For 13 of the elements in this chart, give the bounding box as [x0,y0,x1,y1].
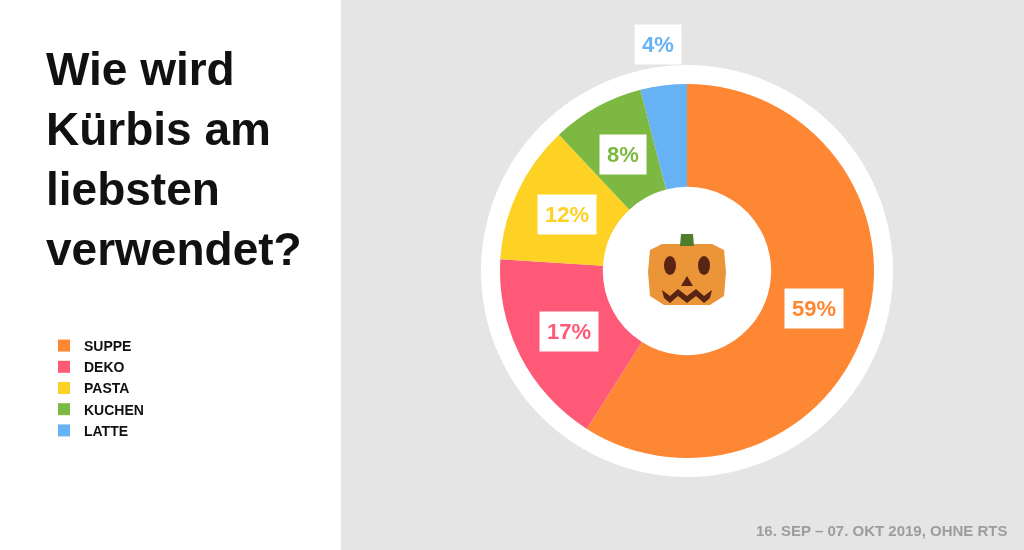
legend-label: LATTE [84,422,129,439]
data-label: 8% [607,142,639,167]
legend-label: SUPPE [84,338,132,355]
text: Wie wird Kürbis am liebsten verwendet? [46,43,302,275]
donut-slice [640,84,687,190]
data-label: 17% [547,319,592,344]
legend-label: KUCHEN [84,401,144,418]
data-label: 12% [545,202,590,227]
legend-label: PASTA [84,380,130,397]
text: 16. SEP – 07. OKT 2019, OHNE RTS [756,522,1008,539]
legend-label: DEKO [84,359,125,376]
data-label: 59% [792,296,837,321]
data-label: 4% [642,32,674,57]
